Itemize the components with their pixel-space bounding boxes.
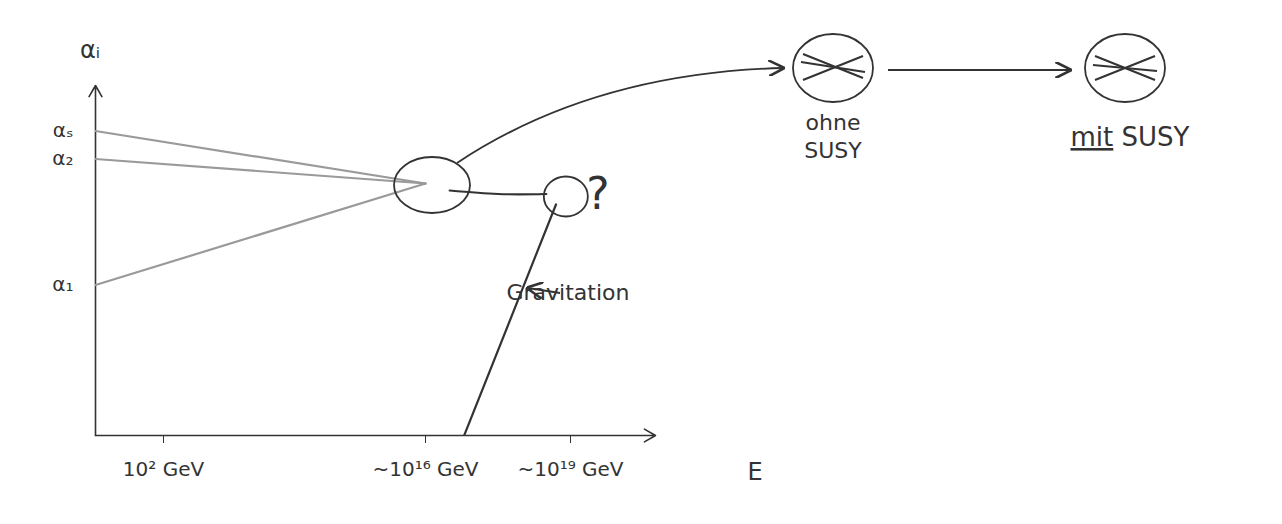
svg-text:mit SUSY: mit SUSY <box>1071 122 1190 152</box>
svg-text:α₁: α₁ <box>52 272 73 296</box>
svg-text:αᵢ: αᵢ <box>80 36 100 64</box>
svg-text:~10¹⁹ GeV: ~10¹⁹ GeV <box>517 457 623 481</box>
svg-text:10² GeV: 10² GeV <box>123 457 205 481</box>
svg-text:SUSY: SUSY <box>804 138 862 163</box>
svg-text:Gravitation: Gravitation <box>507 280 630 305</box>
svg-text:~10¹⁶ GeV: ~10¹⁶ GeV <box>372 457 478 481</box>
svg-text:?: ? <box>586 168 609 219</box>
svg-text:αₛ: αₛ <box>53 118 74 142</box>
svg-text:E: E <box>747 458 762 486</box>
svg-text:ohne: ohne <box>806 110 861 135</box>
svg-text:α₂: α₂ <box>52 146 73 170</box>
